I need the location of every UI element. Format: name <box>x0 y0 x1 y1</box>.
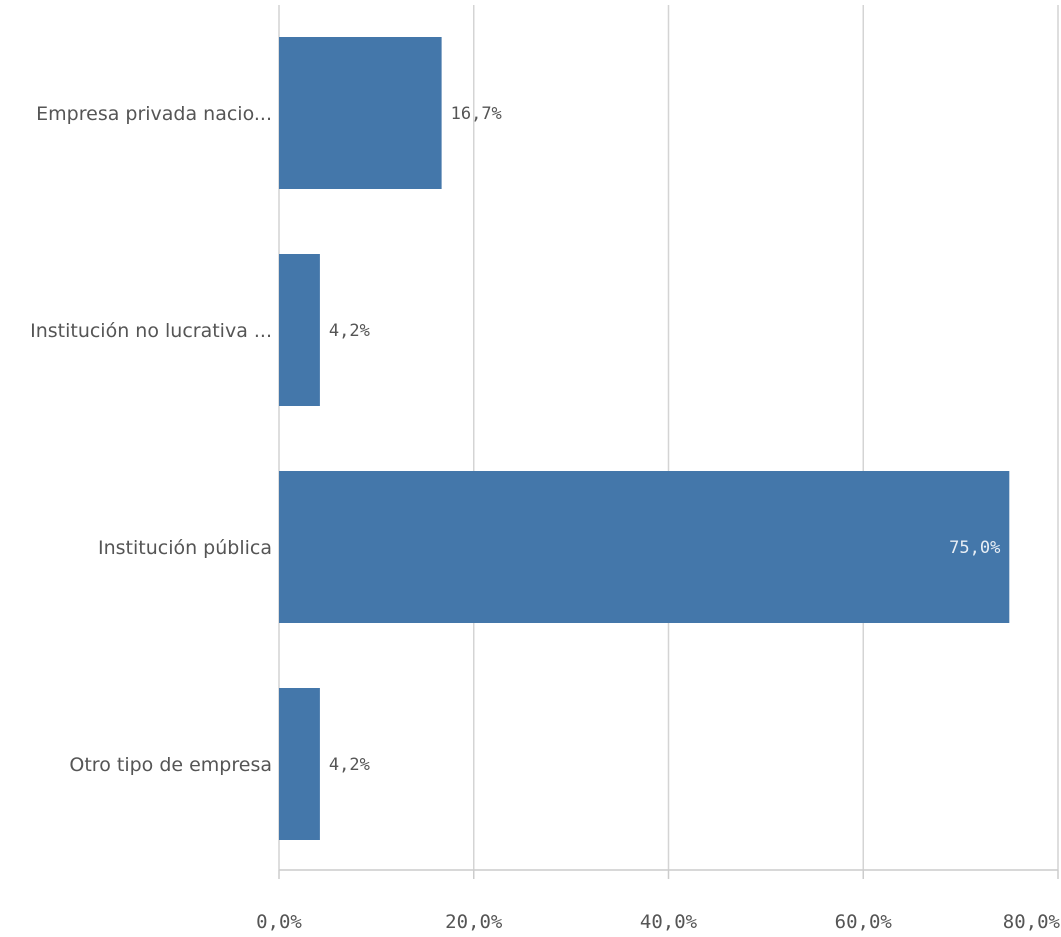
x-tick-label: 60,0% <box>835 911 893 933</box>
category-label: Institución no lucrativa ... <box>30 320 272 342</box>
data-label: 4,2% <box>329 755 370 775</box>
x-tick-label: 40,0% <box>640 911 698 933</box>
x-tick-label: 0,0% <box>256 911 302 933</box>
category-label: Otro tipo de empresa <box>69 754 272 776</box>
bar <box>279 254 320 406</box>
data-label: 4,2% <box>329 321 370 341</box>
x-tick-label: 20,0% <box>445 911 503 933</box>
bar <box>279 471 1010 623</box>
bar <box>279 688 320 840</box>
bar <box>279 37 442 189</box>
x-axis: 0,0% 20,0% 40,0% 60,0% 80,0% <box>256 869 1061 933</box>
bars <box>279 37 1010 840</box>
labels: Empresa privada nacio... 16,7% Institución… <box>30 103 1000 776</box>
x-tick-label: 80,0% <box>1003 911 1061 933</box>
data-label: 75,0% <box>949 538 1000 558</box>
category-label: Empresa privada nacio... <box>36 103 272 125</box>
data-label: 16,7% <box>451 104 502 124</box>
category-label: Institución pública <box>98 537 272 559</box>
